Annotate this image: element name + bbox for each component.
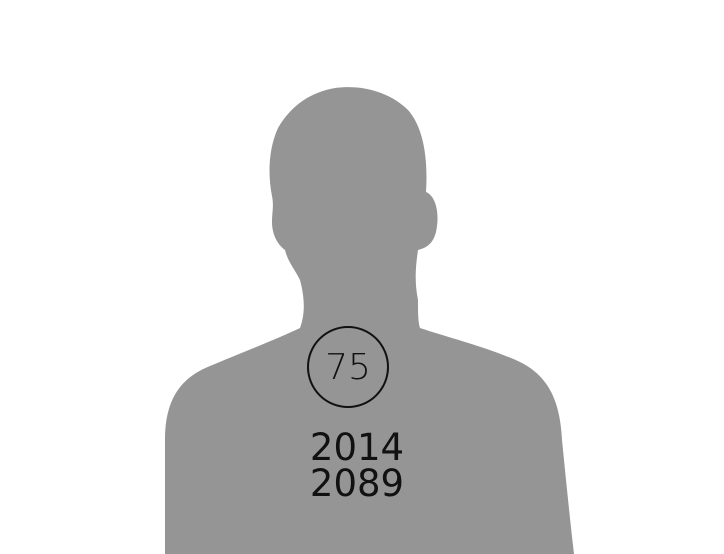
age-badge: 75 [307, 326, 389, 408]
year-range: 2014 2089 [290, 426, 424, 505]
end-year: 2089 [309, 462, 405, 505]
start-year: 2014 [309, 426, 405, 469]
age-number: 75 [325, 346, 371, 388]
